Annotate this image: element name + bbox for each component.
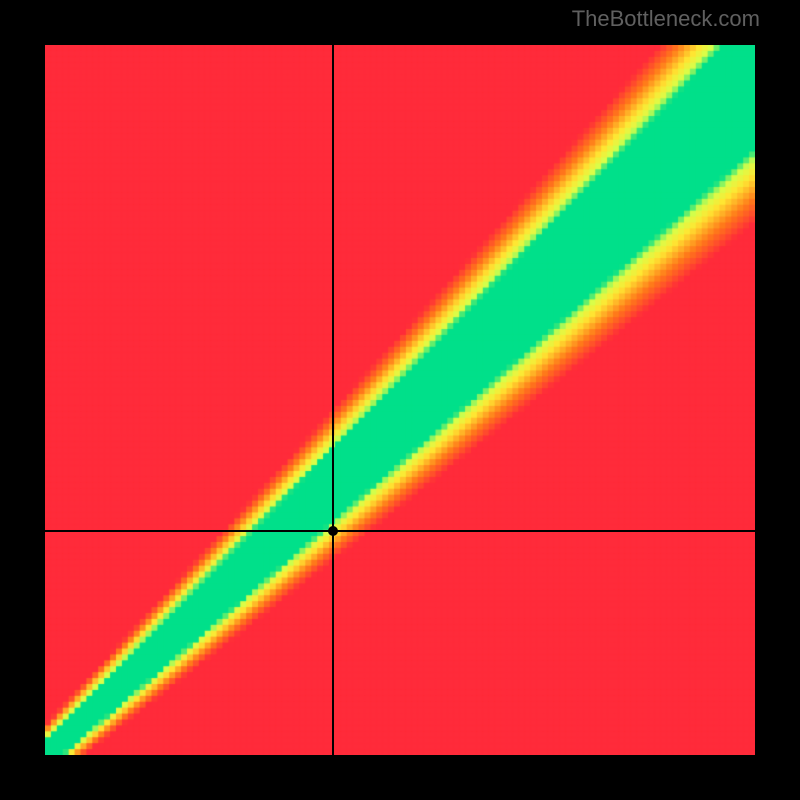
crosshair-marker (328, 526, 338, 536)
crosshair-horizontal (45, 530, 755, 532)
plot-area (45, 45, 755, 755)
heatmap-canvas (45, 45, 755, 755)
chart-container: TheBottleneck.com (0, 0, 800, 800)
watermark-text: TheBottleneck.com (572, 6, 760, 32)
crosshair-vertical (332, 45, 334, 755)
